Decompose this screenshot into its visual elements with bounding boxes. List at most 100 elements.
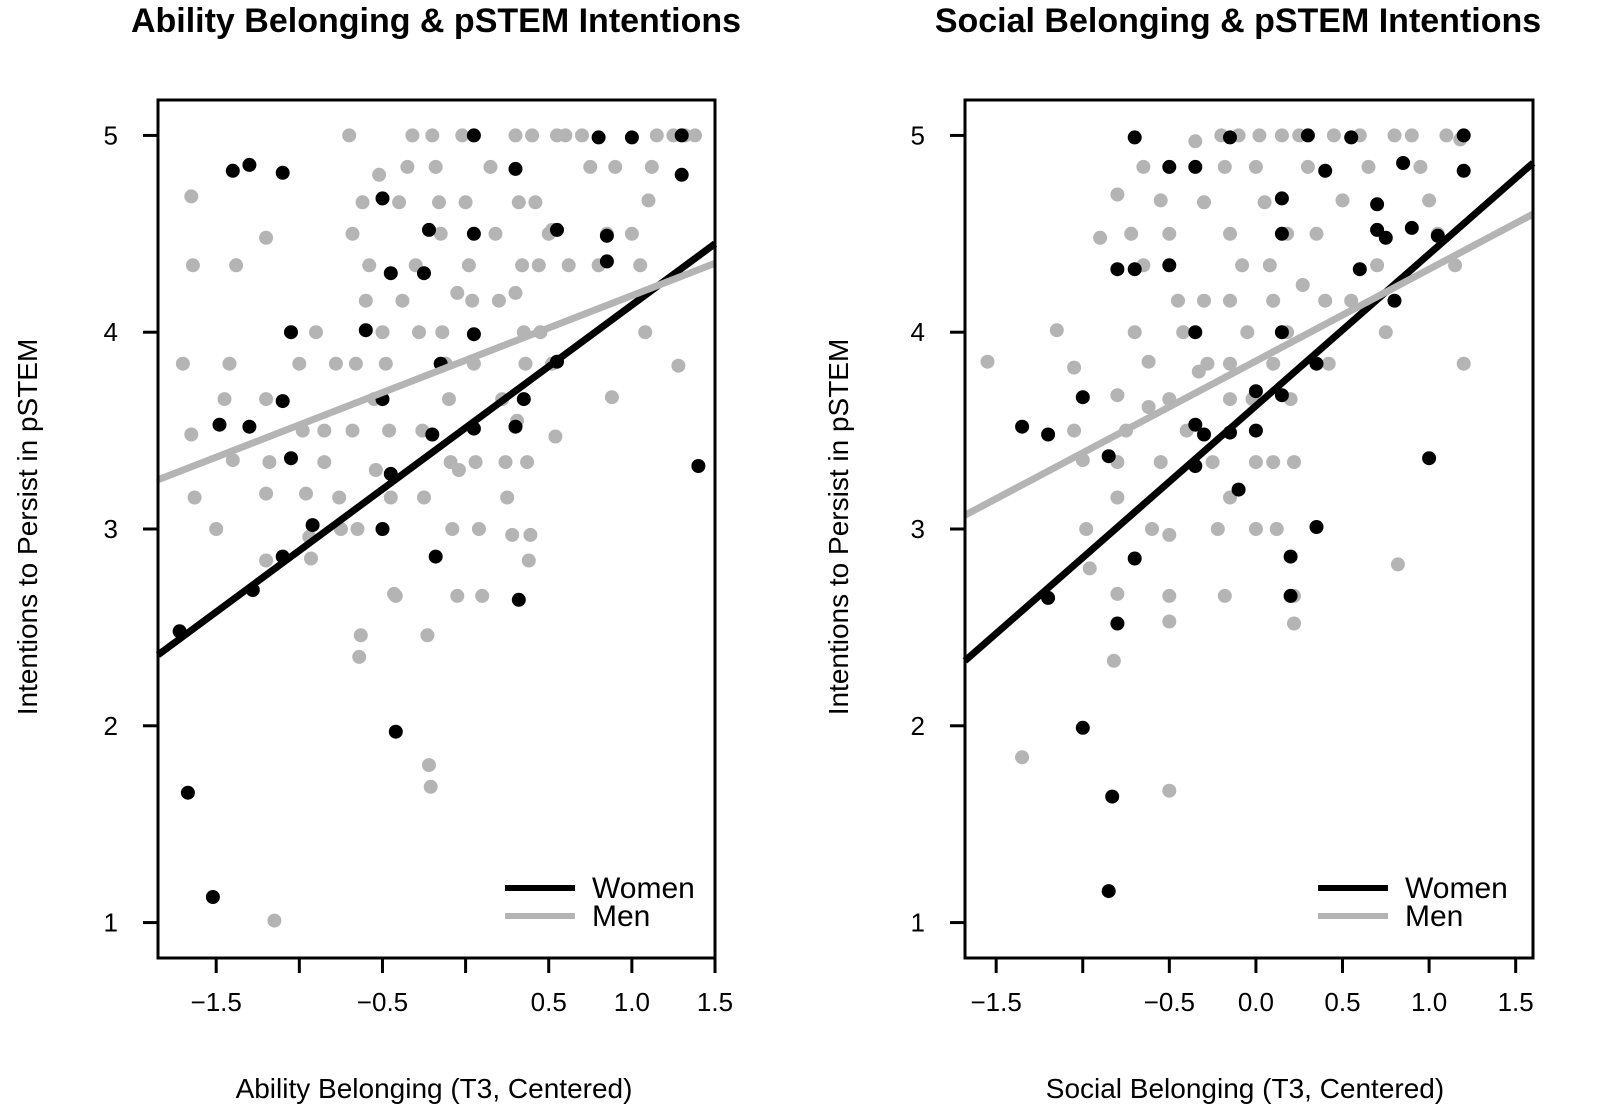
data-point-women: [1101, 884, 1116, 899]
y-tick-label: 5: [104, 120, 118, 150]
data-point-men: [229, 258, 244, 273]
legend-label-men: Men: [1405, 900, 1463, 933]
data-point-women: [1105, 789, 1120, 804]
data-point-men: [1370, 258, 1385, 273]
data-point-men: [392, 195, 407, 210]
data-point-women: [1015, 419, 1030, 434]
data-point-men: [488, 226, 503, 241]
x-tick-label: 0.5: [1324, 987, 1360, 1017]
data-point-men: [428, 159, 443, 174]
data-point-men: [531, 258, 546, 273]
data-point-men: [508, 128, 523, 143]
data-point-women: [1378, 230, 1393, 245]
data-point-men: [317, 423, 332, 438]
data-point-women: [180, 785, 195, 800]
data-point-men: [1295, 278, 1310, 292]
data-point-men: [317, 455, 332, 470]
data-point-men: [1176, 325, 1191, 340]
data-point-men: [1335, 193, 1350, 208]
data-point-men: [450, 285, 465, 300]
data-point-women: [284, 451, 298, 466]
data-point-men: [1127, 325, 1142, 340]
data-point-men: [1413, 159, 1428, 174]
legend-label-women: Women: [592, 872, 695, 905]
data-point-men: [259, 486, 274, 501]
x-tick-label: 1.0: [1411, 987, 1447, 1017]
data-point-women: [508, 419, 523, 434]
data-point-men: [505, 527, 520, 542]
data-point-women: [358, 323, 373, 338]
x-tick-label: 1.5: [697, 987, 733, 1017]
data-point-men: [604, 390, 619, 405]
data-point-men: [187, 490, 202, 505]
data-point-men: [508, 285, 523, 300]
data-point-men: [395, 293, 410, 308]
data-point-men: [624, 226, 639, 241]
data-point-men: [583, 159, 598, 174]
data-point-women: [375, 191, 390, 206]
data-point-men: [1191, 364, 1206, 379]
data-point-men: [1141, 400, 1156, 414]
data-point-men: [1110, 490, 1125, 505]
data-point-women: [388, 724, 403, 739]
y-tick-label: 3: [911, 514, 925, 544]
series-men: [980, 128, 1471, 798]
data-point-men: [1162, 527, 1177, 542]
data-point-men: [292, 356, 307, 371]
data-point-women: [1274, 191, 1289, 206]
data-point-men: [475, 588, 490, 603]
data-point-men: [1124, 226, 1139, 241]
data-point-women: [242, 419, 257, 434]
data-point-men: [451, 463, 466, 477]
data-point-men: [423, 779, 438, 794]
data-point-women: [1318, 163, 1333, 178]
x-axis-label: Social Belonging (T3, Centered): [1046, 1073, 1444, 1104]
data-point-men: [1162, 588, 1177, 603]
x-axis: −1.5 −0.5 0.0 0.5 1.0 1.5: [971, 956, 1534, 1017]
data-point-women: [275, 394, 290, 409]
data-point-men: [1162, 783, 1177, 798]
data-point-women: [1127, 262, 1142, 277]
data-point-men: [1197, 195, 1211, 210]
data-point-women: [599, 228, 614, 243]
data-point-men: [1082, 561, 1097, 576]
data-point-women: [375, 522, 390, 536]
data-point-men: [345, 226, 360, 241]
data-point-women: [225, 163, 240, 178]
data-point-women: [1274, 226, 1289, 241]
data-point-men: [368, 463, 383, 477]
data-point-men: [1326, 128, 1341, 143]
data-point-women: [428, 549, 443, 564]
data-point-men: [355, 195, 370, 210]
data-point-men: [649, 128, 664, 143]
data-point-men: [1067, 360, 1082, 375]
data-point-women: [1352, 262, 1367, 277]
data-point-men: [641, 193, 656, 208]
data-point-men: [405, 128, 420, 143]
data-point-men: [455, 128, 470, 143]
data-point-men: [209, 522, 224, 536]
data-point-men: [1257, 195, 1272, 210]
data-point-women: [674, 167, 689, 182]
data-point-women: [1188, 417, 1203, 432]
panel-ability-belonging: Ability Belonging & pSTEM Intentions −1.…: [12, 2, 741, 1104]
data-point-women: [425, 427, 440, 442]
data-point-women: [1075, 720, 1090, 735]
data-point-women: [550, 222, 564, 237]
data-point-men: [1162, 226, 1177, 241]
data-point-men: [1404, 128, 1419, 143]
data-point-men: [518, 356, 533, 371]
y-tick-label: 4: [104, 317, 118, 347]
data-point-men: [350, 522, 365, 536]
data-point-men: [1387, 128, 1402, 143]
data-point-women: [624, 130, 639, 145]
data-point-women: [508, 161, 523, 176]
data-point-men: [362, 258, 377, 273]
data-point-men: [1110, 586, 1125, 601]
data-point-men: [450, 588, 465, 603]
data-point-men: [222, 356, 237, 371]
data-point-women: [1162, 159, 1177, 174]
data-point-men: [461, 258, 476, 273]
y-axis: 1 2 3 4 5: [911, 120, 965, 938]
data-point-men: [1422, 193, 1437, 208]
